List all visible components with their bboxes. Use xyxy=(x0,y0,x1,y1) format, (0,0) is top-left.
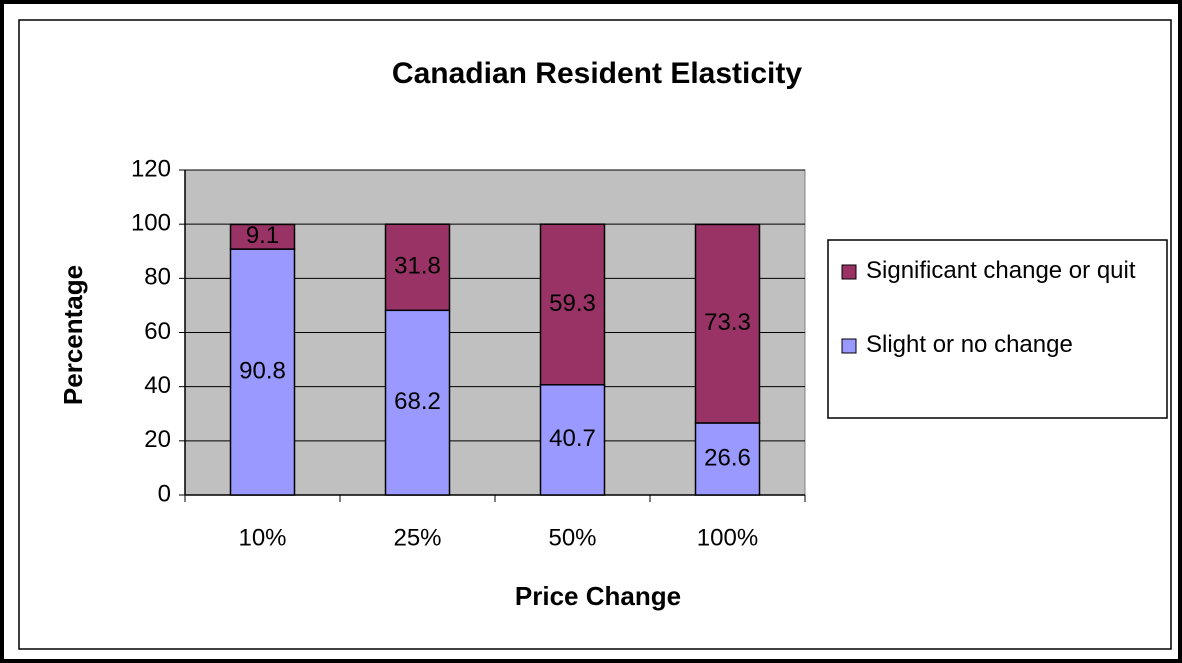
y-tick-label: 120 xyxy=(131,155,171,182)
data-label: 68.2 xyxy=(394,388,441,415)
bar-segment xyxy=(384,309,451,496)
legend-box xyxy=(827,239,1168,419)
y-tick-label: 100 xyxy=(131,210,171,237)
y-tick-label: 0 xyxy=(158,480,171,507)
chart-title: Canadian Resident Elasticity xyxy=(392,57,802,90)
data-label: 9.1 xyxy=(246,222,279,249)
bar-segment xyxy=(229,248,296,496)
x-tick-label: 100% xyxy=(697,524,758,551)
data-label: 59.3 xyxy=(549,290,596,317)
data-label: 90.8 xyxy=(239,357,286,384)
y-tick-label: 60 xyxy=(144,318,171,345)
bar-segment xyxy=(229,223,296,250)
bar-segment xyxy=(539,223,606,386)
x-tick-label: 25% xyxy=(393,524,441,551)
bar-segment xyxy=(694,422,761,496)
data-label: 73.3 xyxy=(704,309,751,336)
x-axis-label: Price Change xyxy=(515,581,681,611)
x-tick-label: 50% xyxy=(548,524,596,551)
y-tick-label: 80 xyxy=(144,264,171,291)
y-tick-label: 40 xyxy=(144,372,171,399)
x-tick-label: 10% xyxy=(238,524,286,551)
y-axis-label: Percentage xyxy=(58,265,88,405)
chart-frame xyxy=(18,19,1172,650)
legend-swatch xyxy=(841,338,857,354)
bar-segment xyxy=(384,223,451,312)
legend-label: Slight or no change xyxy=(866,331,1073,358)
data-label: 26.6 xyxy=(704,444,751,471)
y-tick-label: 20 xyxy=(144,426,171,453)
legend-label: Significant change or quit xyxy=(866,257,1136,284)
bar-segment xyxy=(694,223,761,424)
data-label: 31.8 xyxy=(394,253,441,280)
data-label: 40.7 xyxy=(549,425,596,452)
legend-swatch xyxy=(841,264,857,280)
bar-segment xyxy=(539,384,606,496)
